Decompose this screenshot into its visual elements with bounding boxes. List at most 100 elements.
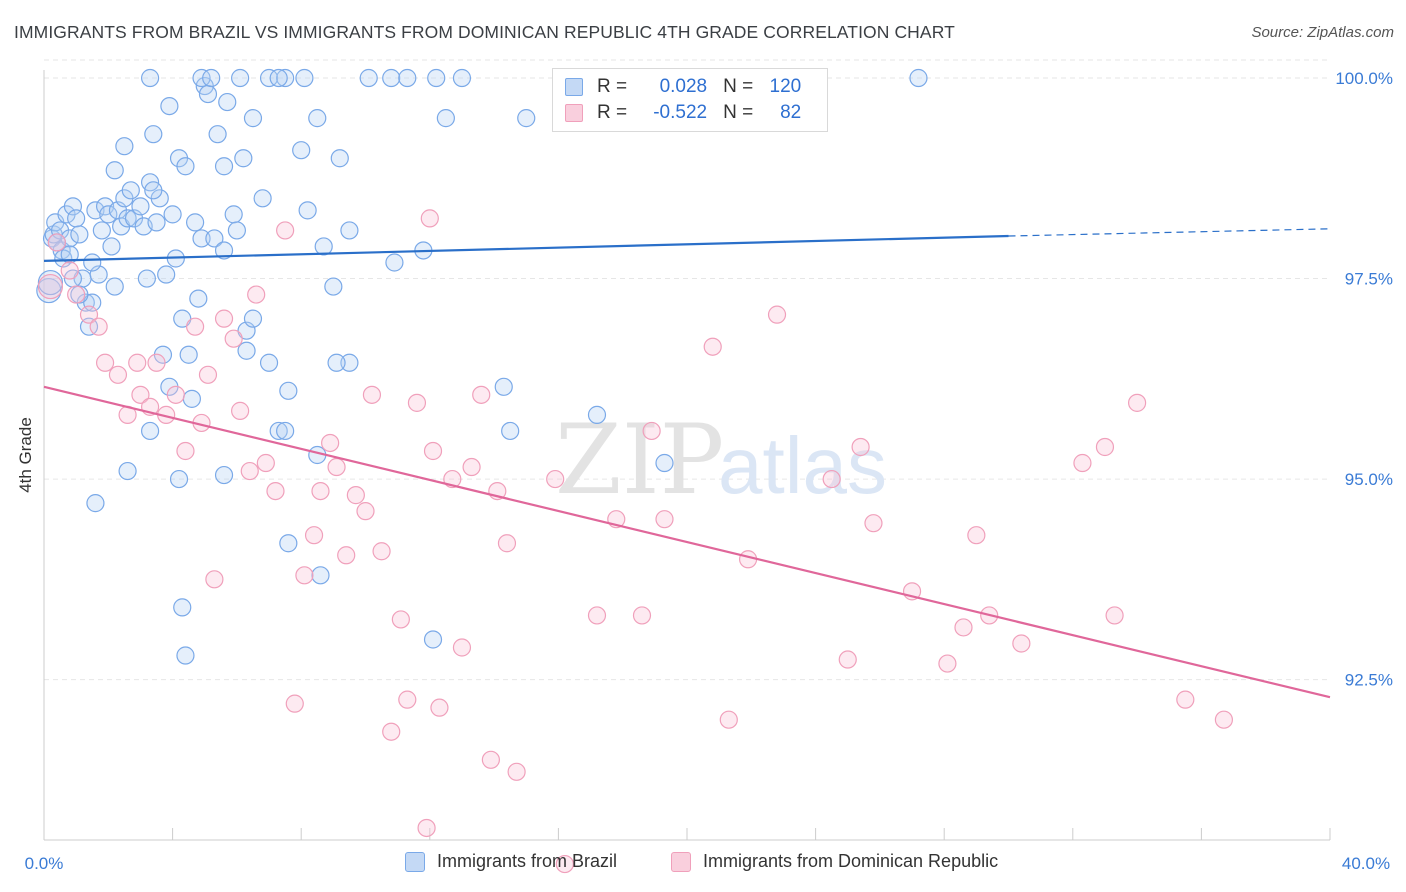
data-point (37, 273, 64, 300)
data-point (118, 461, 137, 481)
data-point (163, 205, 182, 224)
legend-r-value: -0.522 (653, 102, 708, 123)
data-point (218, 92, 237, 112)
data-point (472, 385, 491, 404)
data-point (234, 149, 253, 168)
data-point (231, 401, 250, 420)
data-point (67, 285, 86, 304)
legend-item-dominican-republic: Immigrants from Dominican Republic (671, 851, 998, 872)
data-point (176, 441, 195, 461)
data-point (70, 225, 89, 244)
data-point (279, 381, 298, 400)
data-point (295, 68, 314, 88)
legend-label-dominican-republic: Immigrants from Dominican Republic (703, 851, 999, 871)
y-tick-label: 95.0% (1345, 470, 1393, 489)
data-point (385, 253, 404, 272)
data-point (253, 189, 272, 208)
data-point (47, 233, 66, 252)
data-point (967, 526, 986, 545)
data-point (382, 722, 401, 741)
data-point (372, 542, 391, 561)
data-point (243, 309, 263, 328)
data-point (398, 68, 417, 88)
data-point (308, 109, 327, 128)
data-point (346, 486, 365, 505)
data-point (938, 654, 957, 673)
data-point (391, 610, 410, 629)
data-point (276, 421, 295, 441)
data-point (115, 137, 134, 156)
watermark-atlas: atlas (718, 421, 887, 510)
data-point (89, 317, 108, 336)
data-point (279, 534, 298, 553)
data-point (642, 421, 661, 441)
legend-r-value: 0.028 (659, 76, 708, 97)
data-point (407, 393, 427, 412)
legend-item-brazil: Immigrants from Brazil (405, 851, 617, 872)
data-point (160, 96, 179, 116)
data-point (481, 750, 500, 769)
legend-r-label: R = (597, 76, 628, 97)
data-point (205, 570, 224, 589)
data-point (382, 68, 401, 88)
correlation-legend: R = 0.028 N = 120 R = -0.522 N = 82 (552, 68, 828, 132)
data-point (60, 245, 79, 264)
data-point (1176, 690, 1195, 709)
data-point (1127, 393, 1147, 412)
data-point (108, 365, 128, 384)
data-point (83, 253, 102, 272)
data-point (356, 502, 375, 521)
data-point (269, 421, 288, 441)
data-point (321, 433, 340, 453)
data-point (295, 566, 314, 585)
trend-line-extension (1008, 228, 1331, 237)
data-point (292, 141, 311, 160)
x-tick-label: 0.0% (25, 854, 64, 873)
data-point (205, 229, 224, 248)
data-point (198, 84, 218, 104)
data-point (587, 405, 607, 424)
data-point (99, 205, 118, 224)
data-point (314, 237, 333, 256)
legend-swatch-dominican-republic (671, 851, 691, 872)
data-point (632, 606, 652, 625)
data-point (452, 638, 472, 657)
axes (43, 70, 1331, 841)
legend-row-brazil: R = 0.028 N = 120 (565, 75, 801, 99)
data-point (102, 237, 121, 256)
data-point (327, 353, 346, 372)
data-point (507, 762, 526, 781)
data-point (462, 457, 481, 477)
x-tick-label: 40.0% (1342, 854, 1390, 873)
data-point (398, 690, 417, 709)
data-point (121, 181, 140, 200)
data-point (298, 201, 317, 220)
data-point (182, 389, 201, 408)
data-point (423, 441, 443, 461)
data-point (546, 469, 565, 489)
data-point (214, 241, 234, 260)
data-point (176, 157, 195, 176)
legend-swatch-dominican-republic (565, 104, 583, 122)
data-point (501, 421, 520, 441)
data-point (202, 68, 221, 88)
y-tick-label: 100.0% (1335, 69, 1393, 88)
data-point (703, 337, 722, 356)
data-point (655, 510, 674, 529)
watermark-zip: ZIP (555, 404, 724, 516)
legend-r-label: R = (597, 102, 628, 123)
data-point (587, 606, 607, 625)
data-point (1073, 453, 1092, 473)
data-point (179, 345, 198, 364)
data-point (189, 289, 208, 308)
data-point (237, 341, 256, 360)
data-point (330, 149, 349, 168)
data-point (198, 365, 218, 384)
data-point (214, 157, 234, 176)
data-point (231, 68, 250, 88)
data-point (822, 469, 841, 489)
data-point (147, 353, 166, 372)
data-point (224, 329, 243, 348)
data-point (95, 353, 115, 372)
